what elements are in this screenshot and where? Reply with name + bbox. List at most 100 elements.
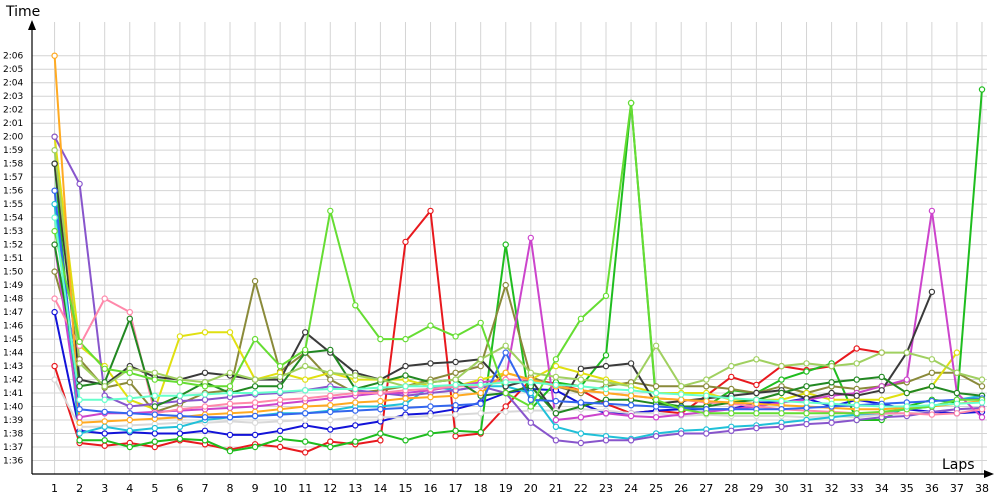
data-point-s17-lap22 — [577, 383, 585, 390]
data-point-s8-lap24 — [627, 437, 635, 444]
data-point-s14-lap26 — [678, 396, 685, 403]
y-tick-label: 1:51 — [3, 254, 23, 264]
data-point-s17-lap36 — [928, 402, 936, 409]
x-tick-label: 4 — [126, 482, 133, 495]
data-point-s16-lap12 — [327, 207, 334, 215]
data-point-s3-lap31 — [803, 368, 810, 375]
data-point-s3-lap18 — [477, 429, 484, 436]
data-point-s14-lap4 — [126, 416, 134, 424]
data-point-s16-lap28 — [728, 410, 735, 417]
y-tick-label: 1:49 — [3, 281, 23, 291]
x-tick-label: 5 — [151, 482, 158, 495]
x-axis-title: Laps — [942, 457, 975, 473]
data-point-s1-lap33 — [853, 345, 860, 352]
data-point-s5-lap36 — [928, 369, 936, 376]
data-point-s12-lap15 — [402, 372, 409, 379]
data-point-s4-lap19 — [502, 408, 509, 416]
data-point-s5-lap38 — [978, 383, 986, 390]
data-point-s17-lap21 — [552, 381, 560, 389]
data-point-s16-lap17 — [452, 333, 459, 340]
y-tick-label: 1:40 — [3, 403, 23, 413]
data-point-s16-lap5 — [151, 376, 158, 383]
data-point-s8-lap4 — [126, 403, 134, 410]
data-point-s11-lap8 — [226, 400, 234, 407]
data-point-s17-lap17 — [452, 381, 459, 389]
y-tick-label: 2:05 — [3, 65, 23, 75]
data-point-s13-lap11 — [302, 362, 309, 370]
data-point-s15-lap14 — [377, 406, 384, 413]
series-line-9 — [53, 209, 983, 421]
data-point-s15-lap25 — [652, 403, 660, 410]
data-point-s13-lap1 — [51, 146, 58, 154]
y-tick-label: 1:57 — [3, 173, 23, 183]
data-point-s14-lap2 — [76, 419, 83, 426]
data-point-s12-lap2 — [76, 383, 83, 390]
data-point-s15-lap17 — [452, 402, 459, 409]
data-point-s17-lap18 — [477, 381, 484, 389]
data-point-s13-lap5 — [151, 369, 158, 376]
data-point-s1-lap17 — [452, 433, 459, 440]
y-tick-label: 1:37 — [3, 443, 23, 453]
x-tick-label: 33 — [850, 482, 864, 495]
data-point-s13-lap28 — [728, 362, 735, 370]
data-point-s10-lap33 — [853, 392, 860, 399]
series-line-8 — [53, 136, 983, 444]
data-point-s17-lap11 — [302, 387, 309, 394]
data-point-s17-lap35 — [903, 403, 911, 410]
data-point-s13-lap33 — [853, 360, 860, 367]
data-point-s4-lap12 — [327, 416, 334, 424]
data-point-s15-lap24 — [627, 402, 635, 409]
y-tick-label: 1:55 — [3, 200, 23, 210]
data-point-s13-lap29 — [753, 356, 760, 363]
series-line-16 — [53, 102, 982, 415]
data-point-s8-lap2 — [76, 180, 83, 188]
data-point-s1-lap15 — [402, 238, 409, 246]
data-point-s3-lap8 — [226, 447, 234, 455]
data-point-s2-lap7 — [201, 427, 209, 434]
data-point-s10-lap36 — [928, 288, 936, 296]
data-point-s8-lap20 — [527, 419, 535, 426]
data-point-s13-lap34 — [878, 349, 885, 356]
data-point-s13-lap38 — [978, 376, 986, 383]
data-point-s17-lap37 — [953, 400, 961, 407]
data-point-s14-lap19 — [502, 369, 509, 376]
data-point-s15-lap22 — [577, 399, 585, 406]
data-point-s8-lap26 — [678, 430, 685, 437]
data-point-s6-lap21 — [552, 362, 560, 370]
data-point-s17-lap12 — [327, 385, 334, 393]
data-point-s2-lap3 — [101, 430, 108, 437]
data-point-s14-lap12 — [327, 402, 334, 409]
data-point-s9-lap24 — [627, 412, 635, 420]
data-point-s3-lap16 — [427, 430, 434, 437]
data-point-s11-lap11 — [302, 395, 309, 402]
y-tick-label: 1:44 — [3, 349, 23, 359]
data-point-s8-lap22 — [577, 439, 585, 447]
data-point-s9-lap26 — [678, 411, 685, 418]
data-point-s2-lap11 — [302, 422, 309, 429]
x-tick-label: 26 — [674, 482, 688, 495]
data-point-s6-lap31 — [803, 389, 810, 397]
x-tick-label: 11 — [298, 482, 312, 495]
data-point-s15-lap6 — [176, 412, 184, 420]
x-tick-label: 29 — [749, 482, 763, 495]
data-point-s12-lap34 — [878, 373, 885, 381]
data-point-s11-lap9 — [251, 399, 259, 406]
data-point-s3-lap10 — [276, 435, 284, 443]
data-point-s10-lap16 — [427, 360, 434, 367]
data-point-s13-lap31 — [803, 360, 810, 367]
data-point-s4-lap1 — [51, 376, 58, 383]
data-point-s16-lap24 — [627, 99, 635, 107]
data-point-s17-lap29 — [753, 396, 760, 403]
data-point-s17-lap16 — [427, 383, 434, 390]
data-point-s15-lap31 — [803, 404, 810, 412]
data-point-s15-lap13 — [352, 407, 359, 414]
data-point-s11-lap12 — [327, 392, 334, 399]
y-tick-label: 1:45 — [3, 335, 23, 345]
data-point-s9-lap20 — [527, 234, 535, 242]
data-point-s12-lap9 — [251, 383, 259, 390]
data-point-s15-lap9 — [251, 412, 259, 420]
data-point-s5-lap27 — [703, 383, 710, 390]
data-point-s8-lap25 — [652, 433, 660, 440]
data-point-s1-lap10 — [276, 443, 284, 451]
x-tick-label: 19 — [499, 482, 513, 495]
